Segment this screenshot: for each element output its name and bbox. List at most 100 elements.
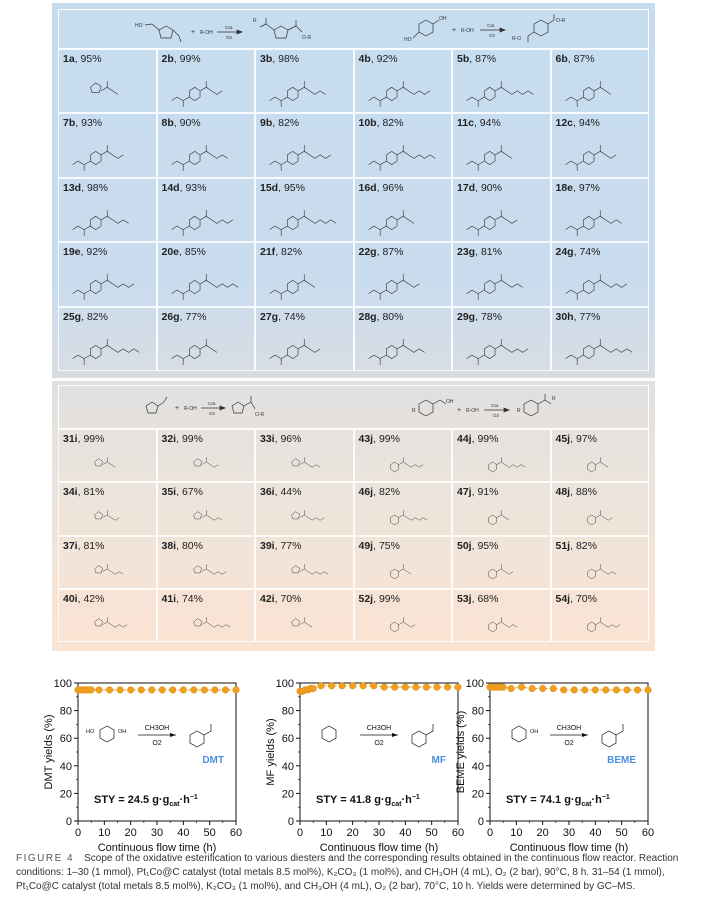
molecule-structure xyxy=(552,195,649,239)
molecule-structure xyxy=(158,606,255,639)
compound-yield: 82% xyxy=(382,117,404,130)
reactant-oh-label: OH xyxy=(446,399,454,405)
reaction-inset: CH3OH O2 OH xyxy=(511,724,624,748)
molecule-structure xyxy=(355,324,452,368)
compound-id: 42i xyxy=(260,592,275,605)
sty-unit: ·h xyxy=(401,794,412,806)
molecule-structure xyxy=(158,324,255,368)
y-tick-label: 80 xyxy=(282,706,294,718)
x-tick-label: 40 xyxy=(177,827,189,839)
molecule-structure xyxy=(256,324,353,368)
product-or-label: O-R xyxy=(556,18,566,24)
compound-id: 48j xyxy=(555,486,571,499)
y-tick-label: 40 xyxy=(60,761,72,773)
compound-id: 51j xyxy=(555,539,571,552)
compound-id: 20e xyxy=(161,246,180,259)
molecule-structure xyxy=(355,195,452,239)
reactant-oh-label: OH xyxy=(439,16,447,22)
compound-label: 43j, 99% xyxy=(358,433,400,445)
product-label: DMT xyxy=(202,755,224,766)
compound-yield: 77% xyxy=(185,310,207,323)
reactant-label: HO xyxy=(86,729,95,735)
compound-label: 1a, 95% xyxy=(63,53,102,65)
data-point xyxy=(518,683,526,691)
compound-label: 12c, 94% xyxy=(555,117,600,130)
compound-yield: 81% xyxy=(83,486,105,499)
sty-label: STY = 41.8 g·gcat·h−1 xyxy=(316,794,420,808)
y-tick-label: 0 xyxy=(66,816,72,828)
compound-id: 33i xyxy=(260,433,275,445)
molecule-structure xyxy=(59,499,156,532)
data-point xyxy=(443,683,452,691)
molecule-structure xyxy=(453,499,550,532)
compound-yield: 99% xyxy=(179,53,201,65)
compound-yield: 87% xyxy=(382,246,404,259)
compound-id: 36i xyxy=(260,486,275,499)
data-point xyxy=(602,686,610,694)
compound-yield: 96% xyxy=(280,433,302,445)
data-point xyxy=(391,683,399,691)
compound-yield: 94% xyxy=(578,117,600,130)
compound-cell: 20e, 85% xyxy=(156,242,255,307)
molecule-structure xyxy=(552,324,649,368)
y-tick-label: 60 xyxy=(60,733,72,745)
x-axis-label: Continuous flow time (h) xyxy=(98,842,217,854)
x-tick-label: 30 xyxy=(151,827,163,839)
molecule-structure xyxy=(453,446,550,479)
compound-label: 5b, 87% xyxy=(457,53,497,65)
compound-label: 34i, 81% xyxy=(63,486,105,499)
compound-label: 47j, 91% xyxy=(457,486,499,499)
compound-yield: 82% xyxy=(86,310,108,323)
sty-superscript: −1 xyxy=(602,794,610,801)
compound-label: 30h, 77% xyxy=(555,310,601,323)
compound-yield: 99% xyxy=(378,592,400,605)
compound-id: 27g xyxy=(260,310,279,323)
compound-id: 38i xyxy=(161,539,177,552)
molecule-structure xyxy=(59,324,156,368)
data-point xyxy=(116,686,124,694)
compound-cell: 16d, 96% xyxy=(353,177,452,243)
compound-yield: 99% xyxy=(181,433,203,445)
compound-label: 54j, 70% xyxy=(555,592,597,605)
compound-yield: 80% xyxy=(181,539,203,552)
compound-id: 46j xyxy=(358,486,374,499)
product-or-label: O-R xyxy=(302,35,312,41)
compound-yield: 80% xyxy=(382,310,404,323)
x-tick-label: 30 xyxy=(373,827,385,839)
molecule-structure xyxy=(355,606,452,639)
compound-id: 26g xyxy=(161,310,180,323)
data-point xyxy=(528,684,536,693)
compound-cell: 37i, 81% xyxy=(58,535,157,589)
compound-yield: 92% xyxy=(86,246,108,259)
y-tick-label: 0 xyxy=(288,816,294,828)
compound-yield: 81% xyxy=(480,246,502,259)
reactant-structure xyxy=(321,725,337,743)
compound-yield: 90% xyxy=(480,181,502,194)
compound-id: 15d xyxy=(260,181,279,194)
product-label: MF xyxy=(432,755,446,766)
compound-cell: 8b, 90% xyxy=(156,113,255,178)
compound-label: 19e, 92% xyxy=(63,246,108,259)
catalyst-label: Cat. xyxy=(487,23,495,28)
oxidant-label: O2 xyxy=(226,35,233,40)
compound-cell: 41i, 74% xyxy=(156,588,255,642)
data-point xyxy=(570,686,578,694)
flow-chart-beme: 0 20 40 60 80 100 0 10 20 30 40 50 60 Continuous flow… xyxy=(452,665,662,854)
compound-cell: 44j, 99% xyxy=(452,429,551,483)
compound-yield: 98% xyxy=(86,181,108,194)
compound-cell: 4b, 92% xyxy=(353,49,452,114)
compound-label: 4b, 92% xyxy=(358,53,398,65)
molecule-structure xyxy=(256,446,353,479)
reagent-label: R-OH xyxy=(200,30,213,36)
x-tick-label: 60 xyxy=(230,827,242,839)
compound-cell: 50j, 95% xyxy=(452,535,551,589)
compound-label: 39i, 77% xyxy=(260,539,302,552)
arrow-below-label: O2 xyxy=(152,740,161,747)
compound-label: 46j, 82% xyxy=(358,486,400,499)
molecule-structure xyxy=(59,66,156,110)
compound-label: 14d, 93% xyxy=(161,181,207,194)
compound-label: 52j, 99% xyxy=(358,592,400,605)
molecule-structure xyxy=(59,130,156,174)
compound-label: 17d, 90% xyxy=(457,181,502,194)
reactant-label: OH xyxy=(530,729,538,735)
